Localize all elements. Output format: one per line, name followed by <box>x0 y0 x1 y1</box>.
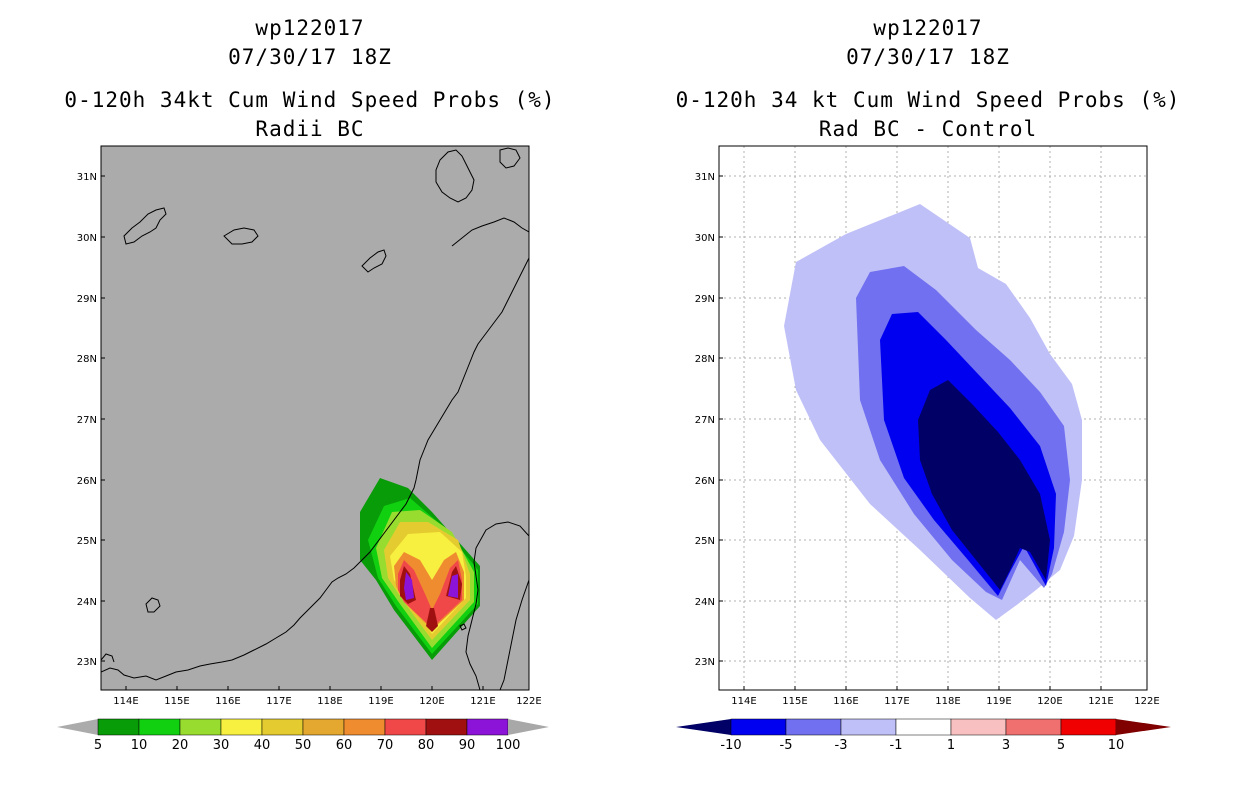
lon-label: 118E <box>935 696 960 707</box>
lat-label: 23N <box>695 657 715 668</box>
colorbar-swatch <box>138 718 181 736</box>
colorbar-label: 20 <box>172 738 189 753</box>
left-axis-labels: 31N 30N 29N 28N 27N 26N 25N 24N 23N 114E 115E 116E 1… <box>77 172 542 707</box>
colorbar-label: 60 <box>336 738 353 753</box>
colorbar-swatch <box>840 718 897 736</box>
colorbar-swatch <box>261 718 304 736</box>
lat-label: 23N <box>77 657 97 668</box>
lat-label: 25N <box>695 536 715 547</box>
lon-label: 121E <box>1088 696 1113 707</box>
colorbar-label: 80 <box>418 738 435 753</box>
left-storm-id: wp122017 <box>255 16 365 40</box>
left-title-block: wp122017 07/30/17 18Z 0-120h 34kt Cum Wi… <box>30 14 590 144</box>
colorbar-arrow-high <box>508 719 549 735</box>
right-colorbar: -10 -5 -3 -1 1 3 5 10 <box>676 718 1171 753</box>
left-contour-100a <box>404 572 414 600</box>
left-colorbar: 5 10 20 30 40 50 60 70 80 90 100 <box>57 718 549 753</box>
colorbar-swatch <box>384 718 427 736</box>
lon-label: 116E <box>215 696 240 707</box>
lat-label: 30N <box>77 233 97 244</box>
lon-label: 118E <box>317 696 342 707</box>
colorbar-swatch <box>302 718 345 736</box>
colorbar-swatch <box>1005 718 1062 736</box>
right-title-block: wp122017 07/30/17 18Z 0-120h 34 kt Cum W… <box>648 14 1208 144</box>
lat-label: 29N <box>695 294 715 305</box>
left-datetime: 07/30/17 18Z <box>228 45 392 69</box>
right-contour-minus10 <box>918 380 1050 590</box>
lon-label: 115E <box>164 696 189 707</box>
lon-label: 120E <box>419 696 444 707</box>
colorbar-arrow-high <box>1116 719 1171 735</box>
colorbar-label: 70 <box>377 738 394 753</box>
lon-label: 119E <box>368 696 393 707</box>
colorbar-swatch <box>425 718 468 736</box>
lat-label: 25N <box>77 536 97 547</box>
colorbar-label: -1 <box>890 738 903 753</box>
lon-label: 119E <box>986 696 1011 707</box>
left-contour-100b <box>448 574 458 598</box>
lat-label: 31N <box>77 172 97 183</box>
colorbar-label: -10 <box>720 738 741 753</box>
lon-label: 114E <box>113 696 138 707</box>
lat-label: 27N <box>77 415 97 426</box>
colorbar-swatch <box>179 718 222 736</box>
colorbar-swatch <box>950 718 1007 736</box>
lat-label: 28N <box>695 354 715 365</box>
right-map <box>718 145 1148 691</box>
left-contour-70 <box>398 560 462 628</box>
left-product-title: 0-120h 34kt Cum Wind Speed Probs (%) <box>64 88 556 112</box>
colorbar-swatch <box>895 718 952 736</box>
lat-label: 28N <box>77 354 97 365</box>
lon-label: 114E <box>731 696 756 707</box>
right-datetime: 07/30/17 18Z <box>846 45 1010 69</box>
lat-label: 26N <box>695 476 715 487</box>
colorbar-swatch <box>343 718 386 736</box>
colorbar-label: 50 <box>295 738 312 753</box>
colorbar-swatch <box>785 718 842 736</box>
lon-label: 120E <box>1037 696 1062 707</box>
colorbar-label: 40 <box>254 738 271 753</box>
colorbar-label: 30 <box>213 738 230 753</box>
lon-label: 116E <box>833 696 858 707</box>
right-axis-labels: 31N 30N 29N 28N 27N 26N 25N 24N 23N 114E 115E 116E 1… <box>695 172 1160 707</box>
lon-label: 117E <box>266 696 291 707</box>
lat-label: 31N <box>695 172 715 183</box>
colorbar-label: -5 <box>780 738 793 753</box>
lat-label: 27N <box>695 415 715 426</box>
colorbar-swatch <box>97 718 140 736</box>
colorbar-label: 100 <box>496 738 521 753</box>
left-contour-80c <box>426 608 438 632</box>
lat-label: 24N <box>77 597 97 608</box>
colorbar-arrow-low <box>57 719 98 735</box>
lat-label: 26N <box>77 476 97 487</box>
lon-label: 115E <box>782 696 807 707</box>
lon-label: 121E <box>470 696 495 707</box>
colorbar-label: 5 <box>1057 738 1065 753</box>
right-storm-id: wp122017 <box>873 16 983 40</box>
lon-label: 117E <box>884 696 909 707</box>
colorbar-label: -3 <box>835 738 848 753</box>
left-subtitle: Radii BC <box>255 117 365 141</box>
colorbar-swatch <box>220 718 263 736</box>
lon-label: 122E <box>1134 696 1159 707</box>
colorbar-swatch <box>730 718 787 736</box>
colorbar-arrow-low <box>676 719 731 735</box>
lon-label: 122E <box>516 696 541 707</box>
colorbar-label: 1 <box>947 738 955 753</box>
colorbar-swatch <box>466 718 509 736</box>
right-subtitle: Rad BC - Control <box>818 117 1038 141</box>
colorbar-label: 3 <box>1002 738 1010 753</box>
colorbar-swatch <box>1060 718 1117 736</box>
colorbar-label: 10 <box>131 738 148 753</box>
lat-label: 29N <box>77 294 97 305</box>
colorbar-label: 10 <box>1108 738 1125 753</box>
lat-label: 24N <box>695 597 715 608</box>
colorbar-label: 90 <box>459 738 476 753</box>
colorbar-label: 5 <box>94 738 102 753</box>
left-map <box>100 145 530 691</box>
lat-label: 30N <box>695 233 715 244</box>
right-product-title: 0-120h 34 kt Cum Wind Speed Probs (%) <box>675 88 1181 112</box>
